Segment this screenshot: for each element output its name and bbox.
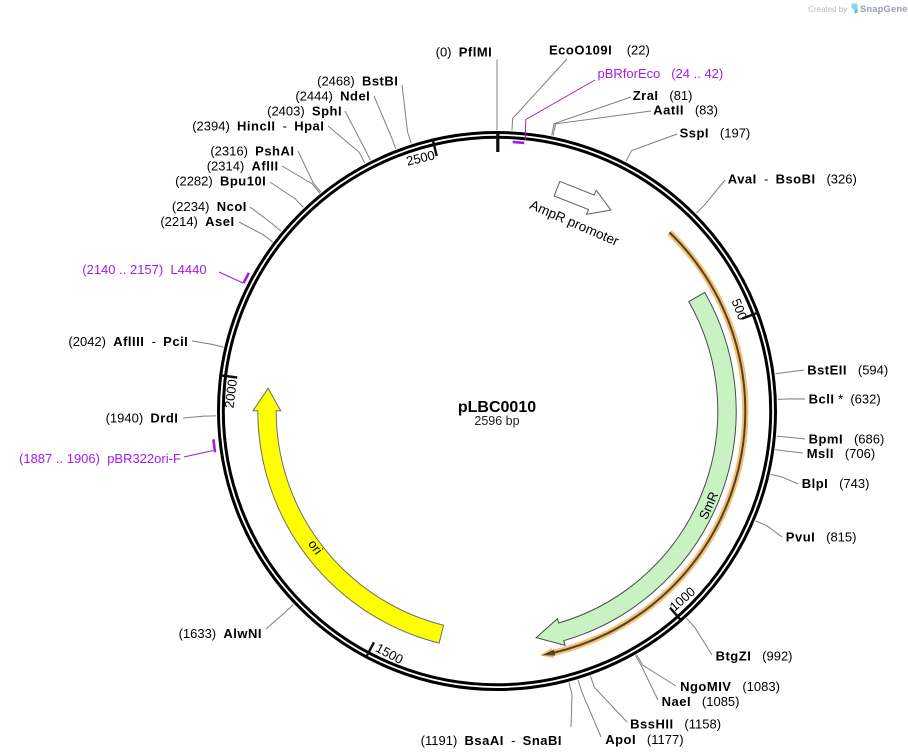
- svg-text:(2444) NdeI: (2444) NdeI: [295, 88, 370, 103]
- svg-text:BclI * (632): BclI * (632): [809, 391, 881, 406]
- svg-text:2596 bp: 2596 bp: [474, 414, 519, 428]
- svg-text:BpmI (686): BpmI (686): [809, 432, 885, 447]
- svg-text:BtgZI (992): BtgZI (992): [716, 649, 793, 664]
- svg-text:(2316) PshAI: (2316) PshAI: [210, 144, 294, 159]
- svg-text:AatII (83): AatII (83): [653, 103, 718, 118]
- svg-text:ZraI (81): ZraI (81): [633, 88, 693, 103]
- svg-text:NgoMIV (1083): NgoMIV (1083): [680, 679, 780, 694]
- svg-text:2500: 2500: [405, 147, 437, 168]
- svg-text:(2394) HincII - HpaI: (2394) HincII - HpaI: [192, 119, 324, 134]
- svg-text:(1887 .. 1906) pBR322ori-F: (1887 .. 1906) pBR322ori-F: [19, 451, 181, 466]
- svg-text:pBRforEco (24 .. 42): pBRforEco (24 .. 42): [598, 66, 724, 81]
- svg-text:(1940) DrdI: (1940) DrdI: [106, 411, 179, 426]
- svg-text:BstEII (594): BstEII (594): [807, 362, 888, 377]
- svg-text:pLBC0010: pLBC0010: [458, 399, 536, 416]
- svg-text:500: 500: [729, 296, 751, 322]
- svg-text:ApoI (1177): ApoI (1177): [605, 732, 683, 747]
- svg-text:(1633) AlwNI: (1633) AlwNI: [179, 626, 262, 641]
- svg-text:AvaI - BsoBI (326): AvaI - BsoBI (326): [728, 172, 857, 187]
- svg-text:(1191) BsaAI - SnaBI: (1191) BsaAI - SnaBI: [421, 733, 562, 748]
- svg-text:(2468) BstBI: (2468) BstBI: [317, 73, 398, 88]
- svg-text:(2214) AseI: (2214) AseI: [160, 214, 234, 229]
- svg-text:EcoO109I (22): EcoO109I (22): [549, 43, 650, 58]
- svg-text:(2282) Bpu10I: (2282) Bpu10I: [175, 174, 266, 189]
- svg-text:BlpI (743): BlpI (743): [802, 476, 870, 491]
- svg-text:SspI (197): SspI (197): [680, 126, 751, 141]
- svg-text:(2403) SphI: (2403) SphI: [267, 103, 342, 118]
- svg-text:(2140 .. 2157) L4440: (2140 .. 2157) L4440: [82, 262, 206, 277]
- svg-text:(2314) AflII: (2314) AflII: [207, 159, 279, 174]
- svg-text:NaeI (1085): NaeI (1085): [662, 694, 740, 709]
- svg-text:(2234) NcoI: (2234) NcoI: [172, 199, 247, 214]
- svg-text:2000: 2000: [221, 378, 240, 409]
- svg-text:MslI (706): MslI (706): [807, 446, 876, 461]
- svg-text:SnapGene: SnapGene: [860, 4, 908, 14]
- svg-text:Created by: Created by: [808, 5, 847, 14]
- svg-text:BssHII (1158): BssHII (1158): [630, 716, 721, 731]
- svg-text:(0) PflMI: (0) PflMI: [436, 44, 493, 59]
- svg-text:(2042) AflIII - PciI: (2042) AflIII - PciI: [68, 334, 188, 349]
- svg-text:PvuI (815): PvuI (815): [786, 530, 857, 545]
